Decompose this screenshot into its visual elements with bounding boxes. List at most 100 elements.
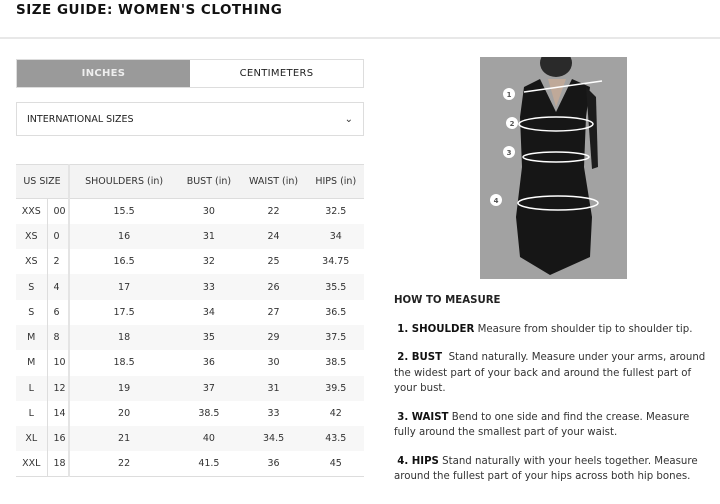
- chevron-down-icon: ⌄: [344, 113, 353, 125]
- cell-hips: 34.75: [322, 256, 350, 268]
- cell-waist: 27: [267, 306, 280, 318]
- cell-hips: 45: [307, 451, 364, 478]
- table-row: S 4 17 33 26 35.5: [16, 274, 364, 300]
- instruction-text: Measure from shoulder tip to shoulder ti…: [477, 323, 693, 335]
- measurement-figure: 1 2 3 4: [480, 49, 627, 279]
- instruction-bust: 2. BUST Stand naturally. Measure under y…: [394, 350, 714, 397]
- table-row: XS 0 16 31 24 34: [16, 223, 364, 250]
- header-shoulders: SHOULDERS (in): [69, 164, 179, 199]
- cell-us-size: 8: [47, 324, 70, 351]
- cell-hips: 35.5: [307, 274, 364, 300]
- cell-size-letter: XXL: [16, 451, 48, 478]
- cell-size-letter: L: [16, 400, 48, 427]
- instruction-label: 3. WAIST: [397, 411, 449, 423]
- cell-size-letter: XS: [16, 223, 48, 250]
- instruction-label: 4. HIPS: [397, 455, 439, 467]
- dropdown-value: INTERNATIONAL SIZES: [27, 113, 134, 125]
- cell-size-letter: XL: [16, 426, 48, 452]
- instruction-label: 1. SHOULDER: [397, 323, 475, 335]
- cell-shoulders: 16: [69, 223, 179, 250]
- cell-us-size: 12: [47, 375, 70, 401]
- cell-bust: 40: [178, 426, 240, 452]
- cell-hips: 38.5: [325, 357, 347, 369]
- cell-bust: 38.5: [198, 408, 220, 420]
- instruction-hips: 4. HIPS Stand naturally with your heels …: [394, 454, 714, 485]
- cell-hips: 34: [307, 223, 364, 250]
- table-row: XXL 18 22 41.5 36 45: [16, 451, 364, 478]
- cell-shoulders: 15.5: [113, 205, 135, 217]
- cell-bust: 34: [202, 306, 215, 318]
- cell-us-size: 6: [47, 299, 70, 325]
- table-row: XS 2 16.5 32 25 34.75: [16, 249, 364, 275]
- cell-shoulders: 18.5: [113, 357, 135, 369]
- cell-shoulders: 20: [118, 408, 131, 420]
- cell-bust: 32: [202, 256, 215, 268]
- how-to-measure: HOW TO MEASURE 1. SHOULDER Measure from …: [394, 293, 714, 498]
- instruction-text: Bend to one side and find the crease. Me…: [394, 411, 690, 439]
- cell-bust: 30: [202, 205, 215, 217]
- header-waist: WAIST (in): [239, 164, 308, 199]
- instruction-waist: 3. WAIST Bend to one side and find the c…: [394, 410, 714, 441]
- cell-shoulders: 18: [69, 324, 179, 351]
- cell-shoulders: 22: [69, 451, 179, 478]
- cell-us-size: 10: [47, 350, 70, 376]
- dress-model-illustration: 1 2 3 4: [480, 49, 627, 279]
- header-us-size: US SIZE: [16, 164, 70, 199]
- cell-size-letter: S: [16, 299, 48, 325]
- table-row: XXS 00 15.5 30 22 32.5: [16, 198, 364, 224]
- cell-us-size: 16: [47, 426, 70, 452]
- how-to-heading: HOW TO MEASURE: [394, 295, 501, 306]
- cell-size-letter: M: [16, 350, 48, 376]
- unit-tabs: INCHES CENTIMETERS: [16, 59, 364, 88]
- cell-size-letter: XS: [16, 249, 48, 275]
- marker-4: 4: [494, 197, 499, 205]
- cell-hips: 36.5: [325, 306, 347, 318]
- size-system-dropdown[interactable]: INTERNATIONAL SIZES ⌄: [16, 102, 364, 136]
- cell-shoulders: 19: [69, 375, 179, 401]
- tab-centimeters[interactable]: CENTIMETERS: [190, 60, 363, 87]
- table-row: L 14 20 38.5 33 42: [16, 400, 364, 427]
- instruction-shoulder: 1. SHOULDER Measure from shoulder tip to…: [394, 322, 714, 338]
- marker-2: 2: [510, 120, 515, 128]
- cell-us-size: 4: [47, 274, 70, 300]
- measurement-markers: 1 2 3 4: [490, 88, 518, 206]
- cell-waist: 29: [239, 324, 308, 351]
- header-bust: BUST (in): [178, 164, 240, 199]
- cell-waist: 30: [267, 357, 280, 369]
- cell-bust: 41.5: [178, 451, 240, 478]
- table-row: XL 16 21 40 34.5 43.5: [16, 426, 364, 452]
- tab-inches[interactable]: INCHES: [17, 60, 190, 87]
- cell-hips: 32.5: [325, 205, 347, 217]
- instruction-label: 2. BUST: [397, 352, 443, 363]
- cell-size-letter: S: [16, 274, 48, 300]
- page-title: SIZE GUIDE: WOMEN'S CLOTHING: [16, 2, 283, 18]
- cell-shoulders: 17.5: [113, 306, 135, 318]
- size-table: US SIZE SHOULDERS (in) BUST (in) WAIST (…: [16, 164, 364, 478]
- table-row: M 8 18 35 29 37.5: [16, 324, 364, 351]
- divider: [0, 37, 720, 39]
- cell-shoulders: 21: [69, 426, 179, 452]
- cell-waist: 31: [239, 375, 308, 401]
- cell-size-letter: XXS: [16, 198, 48, 224]
- table-row: S 6 17.5 34 27 36.5: [16, 299, 364, 325]
- cell-us-size: 2: [47, 249, 70, 275]
- cell-waist: 34.5: [239, 426, 308, 452]
- cell-waist: 26: [239, 274, 308, 300]
- cell-bust: 36: [202, 357, 215, 369]
- table-row: M 10 18.5 36 30 38.5: [16, 350, 364, 376]
- cell-waist: 25: [267, 256, 280, 268]
- cell-bust: 31: [178, 223, 240, 250]
- cell-us-size: 18: [47, 451, 70, 478]
- cell-hips: 43.5: [307, 426, 364, 452]
- cell-us-size: 00: [47, 198, 70, 224]
- marker-1: 1: [507, 91, 512, 99]
- marker-3: 3: [507, 149, 512, 157]
- table-header-row: US SIZE SHOULDERS (in) BUST (in) WAIST (…: [16, 164, 364, 199]
- cell-bust: 37: [178, 375, 240, 401]
- cell-size-letter: M: [16, 324, 48, 351]
- header-hips: HIPS (in): [307, 164, 364, 199]
- cell-hips: 37.5: [307, 324, 364, 351]
- cell-waist: 36: [239, 451, 308, 478]
- cell-hips: 39.5: [307, 375, 364, 401]
- cell-us-size: 14: [47, 400, 70, 427]
